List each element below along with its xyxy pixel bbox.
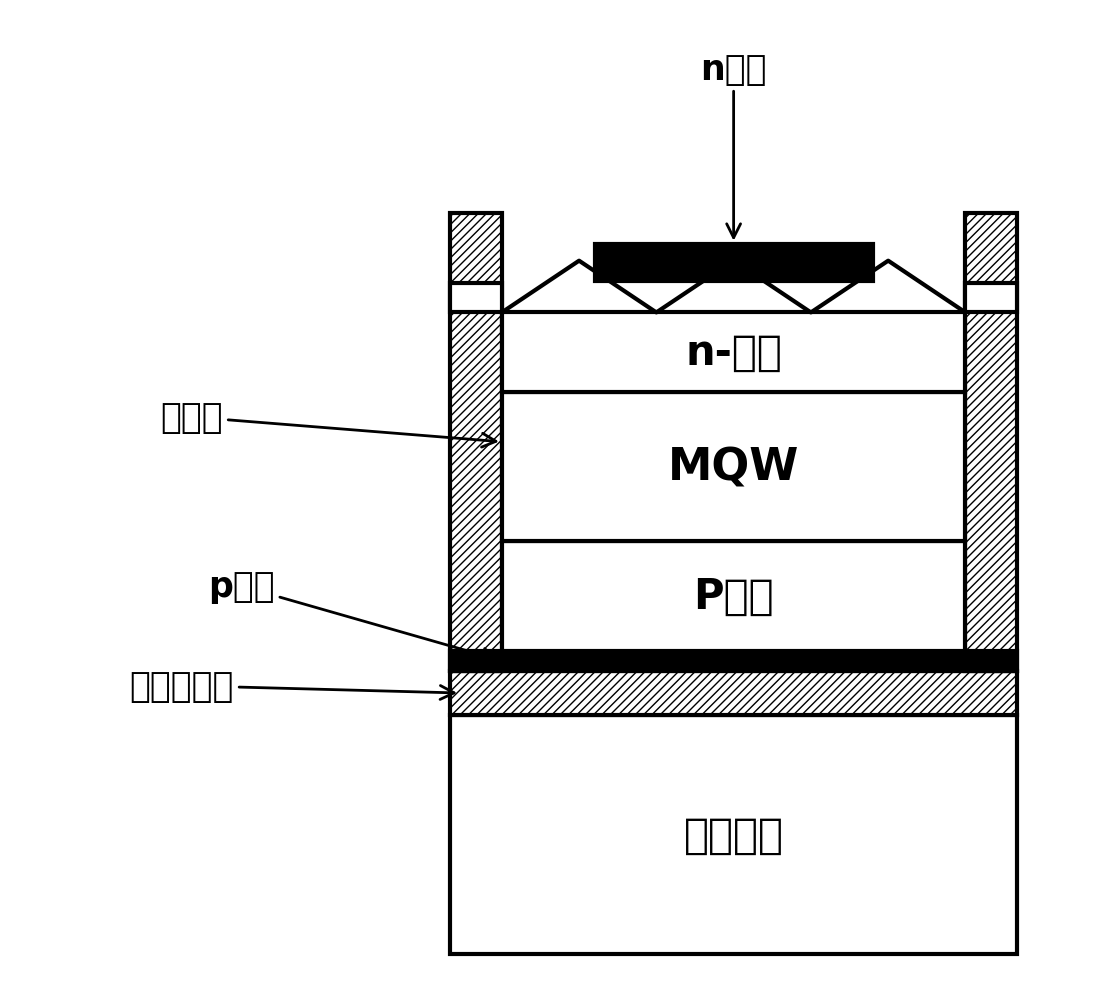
Text: 厕金属电极: 厕金属电极 xyxy=(129,669,454,703)
Bar xyxy=(450,283,501,313)
Bar xyxy=(450,671,1017,716)
Text: 转移衬底: 转移衬底 xyxy=(684,814,783,856)
Text: p电极: p电极 xyxy=(208,570,496,662)
Bar xyxy=(501,542,966,651)
Text: n电极: n电极 xyxy=(700,53,767,239)
Bar xyxy=(450,716,1017,954)
Bar xyxy=(501,393,966,542)
Bar xyxy=(450,651,1017,671)
Text: P型层: P型层 xyxy=(694,576,774,617)
Bar xyxy=(966,214,1017,671)
Text: n-型层: n-型层 xyxy=(685,332,782,374)
Bar xyxy=(501,313,966,393)
Bar xyxy=(450,214,501,671)
Bar xyxy=(594,245,873,282)
Text: MQW: MQW xyxy=(668,445,799,489)
Bar xyxy=(966,283,1017,313)
Text: 绍缘层: 绍缘层 xyxy=(160,401,496,447)
